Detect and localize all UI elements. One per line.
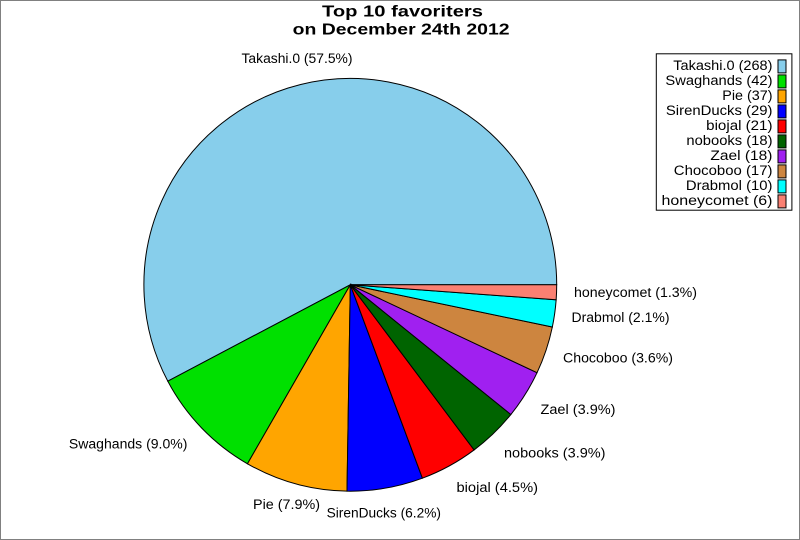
svg-text:biojal (21): biojal (21) bbox=[706, 118, 772, 133]
svg-text:Zael (18): Zael (18) bbox=[710, 148, 772, 163]
svg-text:Top 10 favoriters: Top 10 favoriters bbox=[322, 4, 483, 21]
svg-text:nobooks (3.9%): nobooks (3.9%) bbox=[504, 446, 606, 461]
svg-text:SirenDucks (29): SirenDucks (29) bbox=[666, 103, 773, 118]
svg-text:Chocoboo (17): Chocoboo (17) bbox=[674, 163, 773, 178]
svg-text:Drabmol (10): Drabmol (10) bbox=[686, 178, 773, 193]
svg-text:Takashi.0 (268): Takashi.0 (268) bbox=[673, 58, 772, 73]
svg-text:nobooks (18): nobooks (18) bbox=[686, 133, 772, 148]
svg-text:Takashi.0 (57.5%): Takashi.0 (57.5%) bbox=[242, 51, 353, 66]
svg-text:Chocoboo (3.6%): Chocoboo (3.6%) bbox=[563, 351, 673, 366]
svg-text:Drabmol (2.1%): Drabmol (2.1%) bbox=[572, 310, 670, 325]
svg-text:biojal (4.5%): biojal (4.5%) bbox=[457, 480, 539, 495]
svg-text:Swaghands (9.0%): Swaghands (9.0%) bbox=[69, 437, 188, 452]
svg-text:Pie (37): Pie (37) bbox=[722, 88, 772, 103]
svg-text:SirenDucks (6.2%): SirenDucks (6.2%) bbox=[327, 506, 441, 521]
svg-text:honeycomet (6): honeycomet (6) bbox=[662, 193, 773, 208]
svg-text:Zael (3.9%): Zael (3.9%) bbox=[541, 402, 616, 417]
svg-text:Swaghands (42): Swaghands (42) bbox=[665, 73, 772, 88]
svg-text:on December 24th 2012: on December 24th 2012 bbox=[293, 22, 510, 39]
svg-text:Pie (7.9%): Pie (7.9%) bbox=[253, 497, 320, 512]
svg-text:honeycomet (1.3%): honeycomet (1.3%) bbox=[574, 285, 697, 300]
